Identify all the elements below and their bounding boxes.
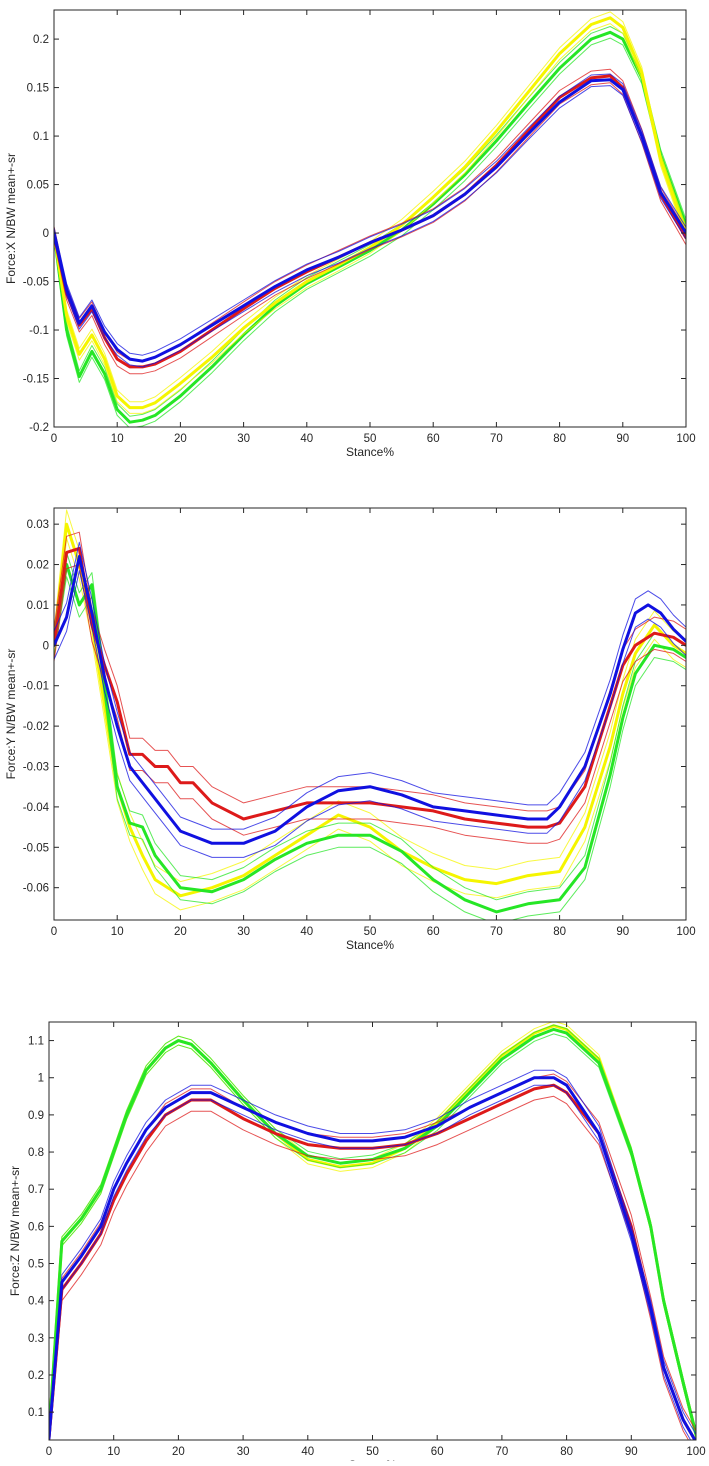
x-tick-label: 10	[111, 926, 124, 938]
series-green-mean	[54, 30, 686, 424]
series-blue-lower	[49, 1084, 692, 1440]
series-red-lower	[54, 82, 686, 375]
x-tick-label: 20	[174, 433, 187, 445]
y-tick-label: 0.4	[28, 1296, 45, 1308]
x-tick-label: 40	[300, 433, 313, 445]
x-tick-label: 90	[616, 926, 629, 938]
chart-panel-2: 0 10 20 30 40 50 60 70 80 90 100 -0.06 -0.05 -0.04 -0.…	[4, 507, 696, 952]
y-tick-label: -0.1	[29, 325, 49, 337]
x-axis-label: Stance%	[346, 938, 394, 952]
x-tick-label: 60	[427, 926, 440, 938]
series-blue-lower	[54, 85, 686, 368]
chart-panel-1: 0 10 20 30 40 50 60 70 80 90 100 -0.2 -0.15 -0.1 -0.05…	[4, 9, 696, 459]
y-tick-label: 0.2	[28, 1370, 44, 1382]
y-tick-label: 0.3	[28, 1333, 44, 1345]
x-tick-label: 20	[174, 926, 187, 938]
x-tick-label: 80	[560, 1446, 573, 1458]
x-tick-label: 70	[490, 433, 503, 445]
series-green-lower	[54, 37, 686, 427]
series-blue-upper	[54, 73, 686, 356]
y-tick-label: -0.01	[23, 681, 49, 693]
y-tick-label: -0.05	[23, 842, 49, 854]
x-tick-label: 70	[496, 1446, 509, 1458]
x-tick-label: 50	[364, 926, 377, 938]
x-tick-label: 100	[676, 433, 695, 445]
series-group	[54, 509, 686, 920]
y-tick-label: 0.05	[27, 180, 49, 192]
y-tick-label: 0.02	[27, 560, 49, 572]
y-tick-label: -0.15	[23, 374, 49, 386]
series-red-lower	[54, 564, 686, 844]
y-tick-label: -0.04	[23, 802, 50, 814]
series-blue-mean	[54, 555, 686, 845]
series-blue-mean	[49, 1076, 696, 1440]
x-tick-label: 100	[676, 926, 695, 938]
y-tick-label: -0.02	[23, 721, 49, 733]
plot-area	[54, 10, 686, 427]
series-blue-mean	[54, 78, 686, 363]
y-tick-label: 0.9	[28, 1110, 44, 1122]
y-tick-label: -0.06	[23, 883, 49, 895]
x-tick-label: 10	[111, 433, 124, 445]
chart-panel-3: 0 10 20 30 40 50 60 70 80 90 100 0.1 0.2 0.3 0.4 0.5 0.6…	[8, 1021, 706, 1466]
series-yellow-lower	[54, 23, 686, 414]
y-axis-label: Force:Y N/BW mean+-sr	[4, 649, 18, 780]
x-tick-label: 70	[490, 926, 503, 938]
y-tick-label: 0	[43, 640, 49, 652]
x-tick-label: 50	[364, 433, 377, 445]
x-tick-label: 40	[300, 926, 313, 938]
series-blue-upper	[49, 1069, 696, 1435]
x-axis-label: Stance%	[346, 445, 394, 459]
series-green-mean	[49, 1027, 696, 1436]
x-tick-label: 0	[46, 1446, 52, 1458]
x-tick-label: 0	[51, 926, 57, 938]
y-tick-label: 0	[43, 228, 49, 240]
y-tick-label: 0.6	[28, 1221, 44, 1233]
x-tick-label: 0	[51, 433, 57, 445]
x-tick-label: 20	[172, 1446, 185, 1458]
y-tick-label: 0.7	[28, 1184, 44, 1196]
y-tick-label: 0.8	[28, 1147, 44, 1159]
y-tick-label: -0.05	[23, 277, 49, 289]
x-tick-label: 10	[107, 1446, 120, 1458]
x-tick-label: 80	[553, 433, 566, 445]
plot-area	[49, 1022, 696, 1440]
x-tick-label: 30	[237, 1446, 250, 1458]
x-tick-label: 30	[237, 433, 250, 445]
x-tick-label: 90	[625, 1446, 638, 1458]
series-green-mean	[54, 563, 686, 914]
x-tick-label: 60	[431, 1446, 444, 1458]
y-tick-label: 1.1	[28, 1036, 44, 1048]
y-tick-label: 0.2	[33, 34, 49, 46]
series-blue-lower	[54, 570, 686, 858]
y-tick-label: 1	[38, 1073, 44, 1085]
y-tick-label: 0.1	[28, 1407, 44, 1419]
x-tick-label: 100	[686, 1446, 705, 1458]
y-tick-label: 0.03	[27, 519, 49, 531]
y-tick-label: -0.03	[23, 762, 49, 774]
x-tick-label: 40	[301, 1446, 314, 1458]
x-tick-label: 60	[427, 433, 440, 445]
y-tick-label: 0.01	[27, 600, 49, 612]
series-blue-upper	[54, 541, 686, 830]
y-tick-label: -0.2	[29, 422, 49, 434]
x-tick-label: 50	[366, 1446, 379, 1458]
series-group	[54, 11, 686, 427]
x-tick-label: 30	[237, 926, 250, 938]
y-axis-label: Force:Z N/BW mean+-sr	[8, 1166, 22, 1296]
y-tick-label: 0.5	[28, 1259, 44, 1271]
series-yellow-mean	[54, 16, 686, 410]
series-yellow-upper	[54, 11, 686, 403]
x-tick-label: 90	[616, 433, 629, 445]
series-group	[49, 1022, 696, 1440]
y-tick-label: 0.15	[27, 83, 49, 95]
x-tick-label: 80	[553, 926, 566, 938]
y-axis-label: Force:X N/BW mean+-sr	[4, 153, 18, 284]
plot-area	[54, 508, 686, 920]
y-tick-label: 0.1	[33, 131, 49, 143]
